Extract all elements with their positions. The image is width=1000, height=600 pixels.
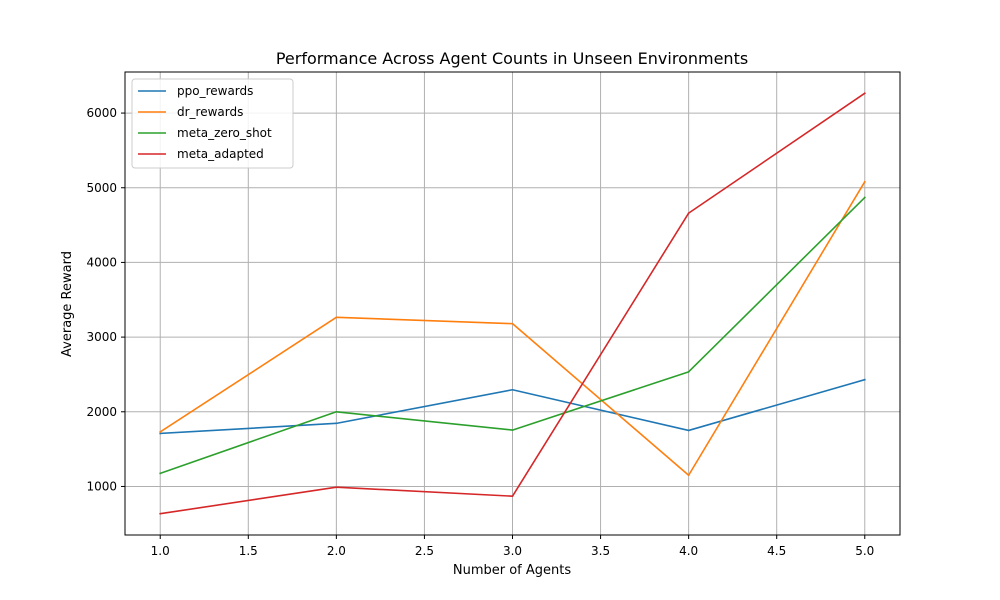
legend-label-meta-adapted: meta_adapted: [177, 147, 264, 161]
x-tick-label: 5.0: [855, 544, 874, 558]
x-tick-label: 1.5: [239, 544, 258, 558]
chart-title: Performance Across Agent Counts in Unsee…: [276, 49, 748, 68]
data-point-dr-rewards: [159, 431, 162, 433]
data-point-ppo-rewards: [335, 422, 338, 425]
y-tick-label: 2000: [86, 405, 117, 419]
legend-label-meta-zero-shot: meta_zero_shot: [177, 126, 272, 140]
legend-items: ppo_rewards dr_rewards meta_zero_shot meta_…: [138, 84, 272, 161]
x-tick-label: 3.5: [591, 544, 610, 558]
data-point-meta-zero-shot: [863, 196, 866, 199]
y-tick-label: 4000: [86, 255, 117, 269]
x-tick-label: 1.0: [151, 544, 170, 558]
data-point-ppo-rewards: [863, 378, 866, 381]
data-point-meta-adapted: [863, 92, 866, 95]
y-tick-label: 3000: [86, 330, 117, 344]
legend-label-ppo-rewards: ppo_rewards: [177, 84, 253, 98]
x-axis-ticks: 1.0 1.5 2.0 2.5 3.0 3.5 4.0 4.5 5.0: [151, 535, 874, 558]
data-point-dr-rewards: [335, 316, 338, 319]
data-point-dr-rewards: [863, 180, 866, 183]
data-point-meta-adapted: [511, 495, 514, 497]
x-axis-label: Number of Agents: [453, 563, 571, 578]
x-tick-label: 4.0: [679, 544, 698, 558]
data-point-meta-adapted: [159, 512, 162, 515]
x-tick-label: 4.5: [767, 544, 786, 558]
data-point-meta-zero-shot: [335, 410, 338, 413]
data-point-meta-zero-shot: [687, 371, 690, 373]
data-point-dr-rewards: [687, 474, 690, 477]
data-point-meta-zero-shot: [511, 429, 514, 431]
y-axis-label: Average Reward: [60, 251, 75, 357]
data-point-ppo-rewards: [159, 432, 162, 435]
legend-label-dr-rewards: dr_rewards: [177, 105, 243, 119]
y-tick-label: 6000: [86, 106, 117, 120]
legend-box: [131, 78, 294, 169]
x-tick-label: 2.5: [415, 544, 434, 558]
y-tick-label: 5000: [86, 181, 117, 195]
legend: ppo_rewards dr_rewards meta_zero_shot meta_…: [131, 78, 294, 169]
data-point-dr-rewards: [511, 322, 514, 325]
grid: [125, 72, 900, 535]
data-point-ppo-rewards: [687, 429, 690, 432]
data-point-meta-adapted: [335, 486, 338, 489]
x-tick-label: 3.0: [503, 544, 522, 558]
series-lines: [159, 92, 866, 515]
y-axis-ticks: 1000 2000 3000 4000 5000 6000: [86, 106, 125, 493]
y-tick-label: 1000: [86, 479, 117, 493]
data-point-meta-adapted: [687, 212, 690, 214]
x-tick-label: 2.0: [327, 544, 346, 558]
data-point-ppo-rewards: [511, 388, 514, 391]
data-point-meta-zero-shot: [159, 472, 162, 475]
